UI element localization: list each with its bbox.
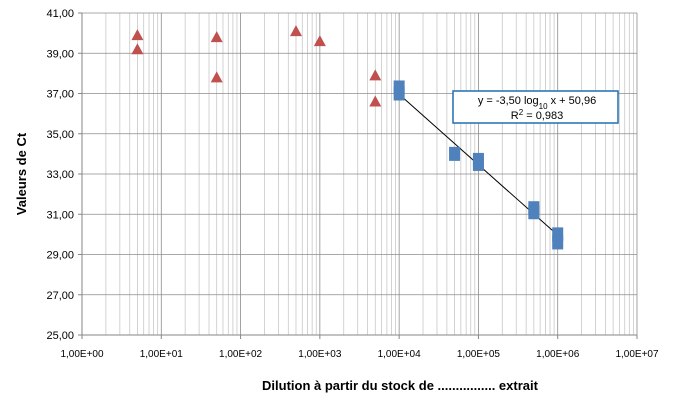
x-tick-label: 1,00E+01 — [140, 349, 184, 360]
square-marker — [528, 205, 540, 220]
x-tick-label: 1,00E+06 — [536, 349, 580, 360]
square-marker — [393, 86, 405, 101]
y-tick-label: 29,00 — [46, 250, 74, 262]
triangle-marker — [131, 29, 144, 41]
annotation-box — [452, 90, 619, 124]
annotation-text: y = -3,50 log10 x + 50,96 — [478, 95, 596, 111]
triangle-marker — [289, 25, 302, 37]
x-axis-title: Dilution à partir du stock de ..........… — [262, 378, 539, 393]
triangle-marker — [313, 35, 326, 47]
y-tick-label: 41,00 — [46, 8, 74, 20]
y-tick-label: 31,00 — [46, 209, 74, 221]
annotation-text: R2 = 0,983 — [511, 108, 563, 123]
x-tick-label: 1,00E+00 — [60, 349, 104, 360]
x-tick-label: 1,00E+03 — [298, 349, 342, 360]
annotation-part: x + 50,96 — [548, 95, 597, 107]
triangle-marker — [210, 31, 223, 43]
triangle-marker — [210, 71, 223, 83]
x-tick-label: 1,00E+07 — [615, 349, 659, 360]
annotation-part: R — [511, 110, 519, 122]
y-tick-label: 25,00 — [46, 330, 74, 342]
square-marker — [552, 235, 564, 250]
square-marker — [449, 146, 461, 161]
triangle-marker — [369, 69, 382, 81]
triangle-marker — [131, 43, 144, 55]
y-tick-label: 27,00 — [46, 290, 74, 302]
y-tick-label: 37,00 — [46, 89, 74, 101]
annotation-part: 10 — [539, 102, 548, 111]
square-marker — [472, 156, 484, 171]
x-tick-label: 1,00E+02 — [219, 349, 263, 360]
square-marker — [552, 227, 564, 242]
y-tick-label: 35,00 — [46, 129, 74, 141]
x-tick-label: 1,00E+05 — [457, 349, 501, 360]
triangle-marker — [369, 95, 382, 107]
annotation-part: = 0,983 — [523, 110, 563, 122]
annotation-part: 2 — [519, 108, 524, 117]
x-tick-label: 1,00E+04 — [378, 349, 422, 360]
y-axis-title: Valeurs de Ct — [14, 132, 29, 215]
annotation-part: y = -3,50 log — [478, 95, 539, 107]
y-tick-label: 39,00 — [46, 48, 74, 60]
y-tick-label: 33,00 — [46, 169, 74, 181]
